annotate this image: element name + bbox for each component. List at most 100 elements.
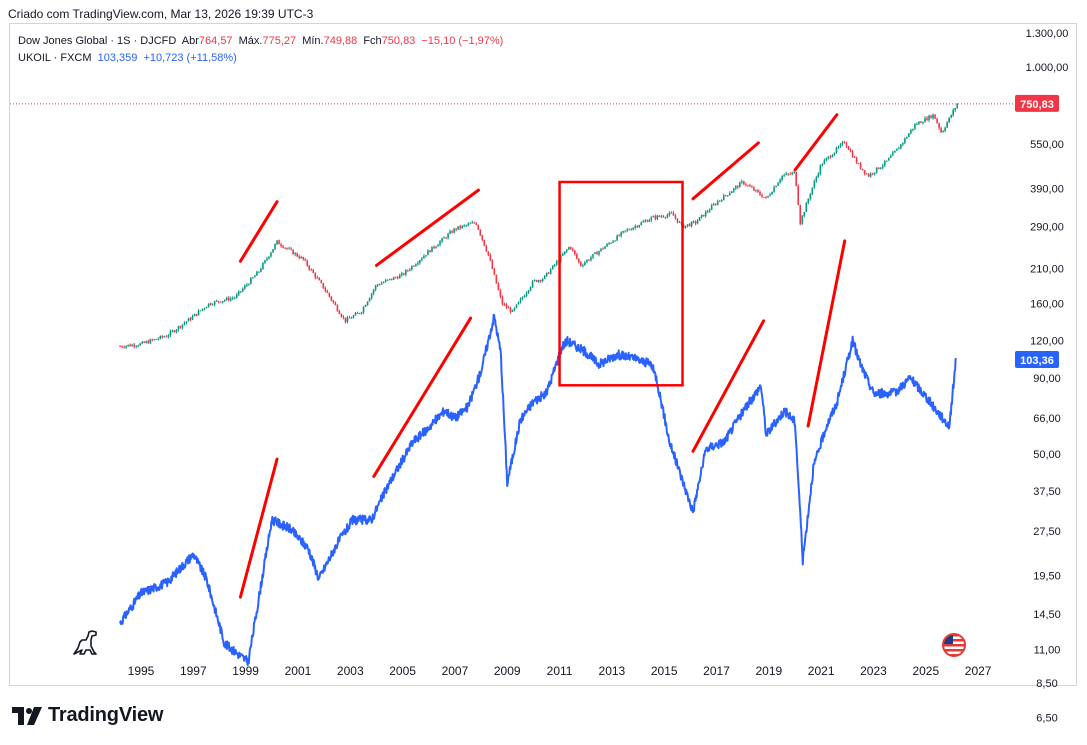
djg-candle — [153, 338, 156, 341]
us-flag-icon[interactable] — [941, 632, 967, 663]
djg-candle — [674, 213, 677, 220]
djg-candle — [926, 116, 928, 121]
djg-candle — [916, 122, 918, 126]
djg-candle — [620, 231, 622, 238]
djg-candle — [348, 315, 351, 319]
djg-candle — [934, 114, 936, 119]
djg-candle — [266, 256, 268, 262]
djg-candle — [262, 261, 264, 270]
djg-candle — [384, 278, 387, 283]
djg-candle — [173, 330, 176, 333]
djg-candle — [632, 227, 635, 231]
djg-candle — [336, 304, 339, 312]
tradingview-brand[interactable]: TradingView — [12, 704, 163, 727]
djg-candle — [344, 317, 347, 324]
legend-ukoil[interactable]: UKOIL · FXCM 103,359 +10,723 (+11,58%) — [18, 52, 240, 64]
djg-candle — [360, 311, 363, 315]
x-tick-label: 2017 — [703, 664, 730, 678]
djg-candle — [787, 173, 789, 176]
djg-candle — [419, 259, 421, 265]
djg-candle — [141, 340, 144, 344]
djg-candle — [392, 276, 395, 280]
djg-candle — [378, 283, 381, 286]
djg-candle — [688, 223, 691, 227]
djg-candle — [195, 314, 198, 317]
trend-line-annotation[interactable] — [372, 316, 473, 478]
djg-candle — [841, 140, 844, 147]
djg-candle — [763, 197, 765, 199]
djg-candle — [523, 294, 526, 298]
trend-line-annotation[interactable] — [793, 113, 839, 172]
djg-candle — [932, 113, 934, 120]
dinosaur-icon[interactable] — [70, 628, 100, 663]
legend-dow-jones[interactable]: Dow Jones Global · 1S · DJCFD Abr764,57 … — [18, 35, 506, 47]
djg-candle — [584, 260, 586, 266]
trend-line-annotation[interactable] — [374, 188, 480, 267]
djg-candle — [435, 246, 437, 249]
djg-candle — [495, 274, 498, 284]
djg-candle — [636, 225, 639, 229]
trend-line-annotation[interactable] — [238, 457, 279, 599]
trend-line-annotation[interactable] — [806, 239, 847, 428]
djg-candle — [729, 191, 731, 196]
djg-candle — [714, 203, 717, 206]
djg-candle — [745, 182, 747, 187]
djg-candle — [602, 247, 604, 250]
djg-candle — [775, 185, 777, 188]
x-tick-label: 2005 — [389, 664, 416, 678]
rectangle-annotation[interactable] — [558, 180, 684, 387]
djg-candle — [938, 122, 940, 130]
djg-candle — [572, 247, 574, 252]
y-tick-label: 27,50 — [1033, 526, 1061, 538]
djg-candle — [207, 303, 210, 308]
djg-candle — [791, 171, 793, 176]
chart-frame[interactable] — [9, 23, 1077, 686]
djg-candle — [374, 284, 377, 292]
djg-candle — [143, 341, 146, 344]
djg-candle — [543, 275, 546, 280]
djg-candle — [463, 224, 465, 228]
djg-candle — [900, 144, 902, 150]
djg-candle — [300, 255, 302, 259]
djg-candle — [865, 172, 868, 175]
djg-candle — [157, 337, 160, 341]
djg-candle — [731, 190, 733, 194]
tradingview-brand-text: TradingView — [48, 704, 164, 726]
djg-candle — [547, 271, 550, 274]
djg-candle — [908, 132, 910, 138]
djg-candle — [883, 159, 886, 168]
djg-candle — [610, 242, 612, 244]
djg-candle — [380, 281, 383, 285]
djg-candle — [662, 214, 665, 218]
djg-candle — [666, 213, 669, 219]
djg-candle — [950, 114, 952, 119]
djg-candle — [785, 171, 787, 176]
y-tick-label: 390,00 — [1030, 183, 1064, 195]
djg-candle — [252, 276, 254, 279]
djg-candle — [924, 116, 926, 123]
legend-djg-name: Dow Jones Global · 1S · DJCFD — [18, 35, 177, 47]
djg-candle — [469, 222, 472, 225]
djg-candle — [415, 263, 417, 267]
djg-candle — [409, 267, 411, 272]
djg-candle — [831, 154, 834, 158]
legend-djg-change: −15,10 (−1,97%) — [421, 35, 504, 47]
trend-line-annotation[interactable] — [691, 319, 766, 453]
djg-candle — [491, 259, 494, 270]
djg-candle — [942, 130, 944, 133]
djg-candle — [847, 145, 850, 150]
djg-candle — [322, 282, 325, 289]
djg-candle — [177, 325, 180, 332]
djg-candle — [910, 128, 912, 135]
legend-ukoil-value: 103,359 — [97, 52, 138, 64]
y-tick-label: 210,00 — [1030, 263, 1064, 275]
djg-candle — [366, 301, 369, 306]
trend-line-annotation[interactable] — [691, 141, 760, 201]
djg-candle — [459, 224, 461, 230]
djg-candle — [439, 240, 441, 247]
djg-candle — [904, 137, 906, 145]
djg-candle — [290, 246, 292, 251]
trend-line-annotation[interactable] — [238, 200, 279, 263]
djg-candle — [735, 185, 737, 191]
